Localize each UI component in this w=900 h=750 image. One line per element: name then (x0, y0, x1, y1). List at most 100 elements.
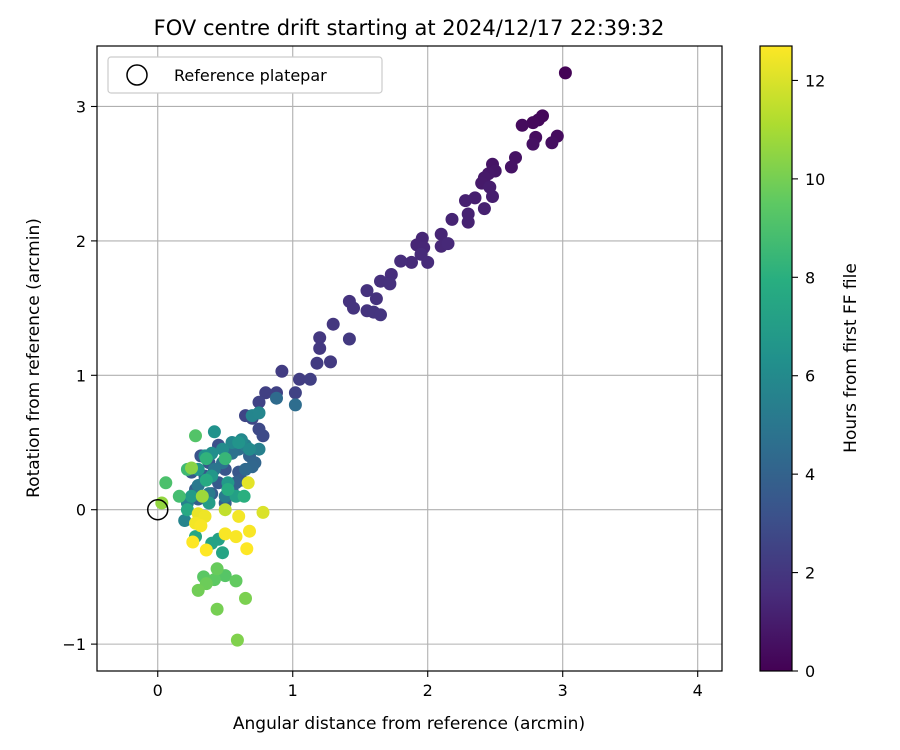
data-point (180, 503, 194, 517)
data-point (324, 355, 337, 369)
data-point (232, 509, 246, 523)
data-point (477, 202, 491, 216)
data-point (313, 341, 327, 355)
colorbar-tick-label: 2 (805, 564, 815, 583)
y-axis-ticks: −1 0 1 2 3 (62, 97, 97, 654)
data-point (313, 331, 327, 345)
x-tick-label: 2 (423, 681, 433, 700)
data-point (545, 136, 559, 150)
data-point (421, 255, 435, 269)
x-tick-label: 1 (288, 681, 298, 700)
y-tick-label: 1 (76, 366, 86, 385)
colorbar-tick-label: 12 (805, 71, 825, 90)
data-point (504, 160, 518, 174)
data-point (259, 386, 273, 400)
data-point (526, 116, 540, 130)
data-point (210, 602, 224, 616)
data-point (186, 535, 200, 549)
colorbar-tick-label: 6 (805, 367, 815, 386)
x-tick-label: 0 (153, 681, 163, 700)
plot-frame (96, 45, 723, 672)
data-point (199, 452, 213, 466)
data-point (159, 476, 173, 490)
data-point (252, 395, 266, 409)
data-points (155, 66, 572, 647)
data-point (394, 254, 408, 268)
data-point (241, 476, 255, 490)
legend-marker (126, 64, 148, 86)
chart-title: FOV centre drift starting at 2024/12/17 … (154, 16, 665, 40)
data-point (383, 277, 397, 291)
y-axis-label: Rotation from reference (arcmin) (24, 218, 44, 498)
reference-marker (146, 498, 169, 521)
data-point (369, 292, 383, 306)
data-point (237, 489, 251, 503)
data-point (185, 489, 198, 503)
data-point (230, 633, 244, 647)
data-point (445, 212, 459, 226)
colorbar-gradient (759, 45, 793, 672)
data-point (288, 386, 302, 400)
data-point (486, 190, 499, 203)
data-point (191, 583, 205, 597)
data-point (239, 591, 252, 605)
data-point (405, 255, 418, 269)
data-point (558, 66, 572, 80)
data-point (360, 284, 374, 298)
legend-label: Reference platepar (174, 66, 327, 85)
data-point (194, 519, 208, 533)
data-point (195, 489, 209, 503)
data-point (288, 398, 302, 412)
data-point (232, 436, 246, 449)
data-point (155, 496, 169, 510)
data-point (239, 462, 252, 476)
data-point (342, 332, 356, 346)
data-point (347, 301, 360, 315)
data-point (243, 442, 256, 456)
colorbar-tick-label: 8 (805, 268, 815, 287)
data-point (243, 524, 256, 538)
data-point (216, 546, 229, 560)
legend-box (107, 56, 383, 94)
data-point (218, 452, 232, 466)
data-point (434, 227, 448, 241)
data-point (515, 118, 529, 132)
x-axis-label: Angular distance from reference (arcmin) (233, 714, 585, 734)
data-point (441, 237, 455, 251)
data-point (210, 562, 224, 576)
data-point (218, 503, 232, 517)
data-point (270, 391, 283, 405)
data-point (229, 574, 243, 588)
data-point (207, 425, 221, 439)
data-point (374, 308, 387, 322)
data-point (275, 364, 289, 378)
data-point (185, 461, 198, 475)
data-point (252, 442, 266, 456)
data-point (256, 505, 270, 519)
data-point (218, 527, 232, 541)
data-point (326, 317, 340, 331)
colorbar: 0 2 4 6 8 10 12 Hours from first FF file (759, 45, 861, 681)
data-point (293, 372, 306, 386)
data-point (252, 406, 266, 420)
data-point (199, 543, 213, 557)
data-point (461, 215, 475, 229)
colorbar-tick-label: 0 (805, 662, 815, 681)
data-point (189, 429, 202, 443)
grid-lines (97, 46, 722, 671)
colorbar-tick-label: 10 (805, 170, 825, 189)
data-point (221, 483, 235, 496)
data-point (459, 194, 472, 208)
y-tick-label: −1 (62, 635, 86, 654)
legend: Reference platepar (107, 56, 383, 94)
colorbar-ticks: 0 2 4 6 8 10 12 (792, 71, 825, 681)
colorbar-label: Hours from first FF file (841, 263, 861, 453)
data-point (303, 372, 317, 386)
x-tick-label: 4 (693, 681, 703, 700)
colorbar-tick-label: 4 (805, 465, 815, 484)
data-point (172, 489, 186, 503)
x-axis-ticks: 0 1 2 3 4 (153, 671, 703, 700)
data-point (526, 137, 540, 151)
data-point (178, 514, 192, 527)
